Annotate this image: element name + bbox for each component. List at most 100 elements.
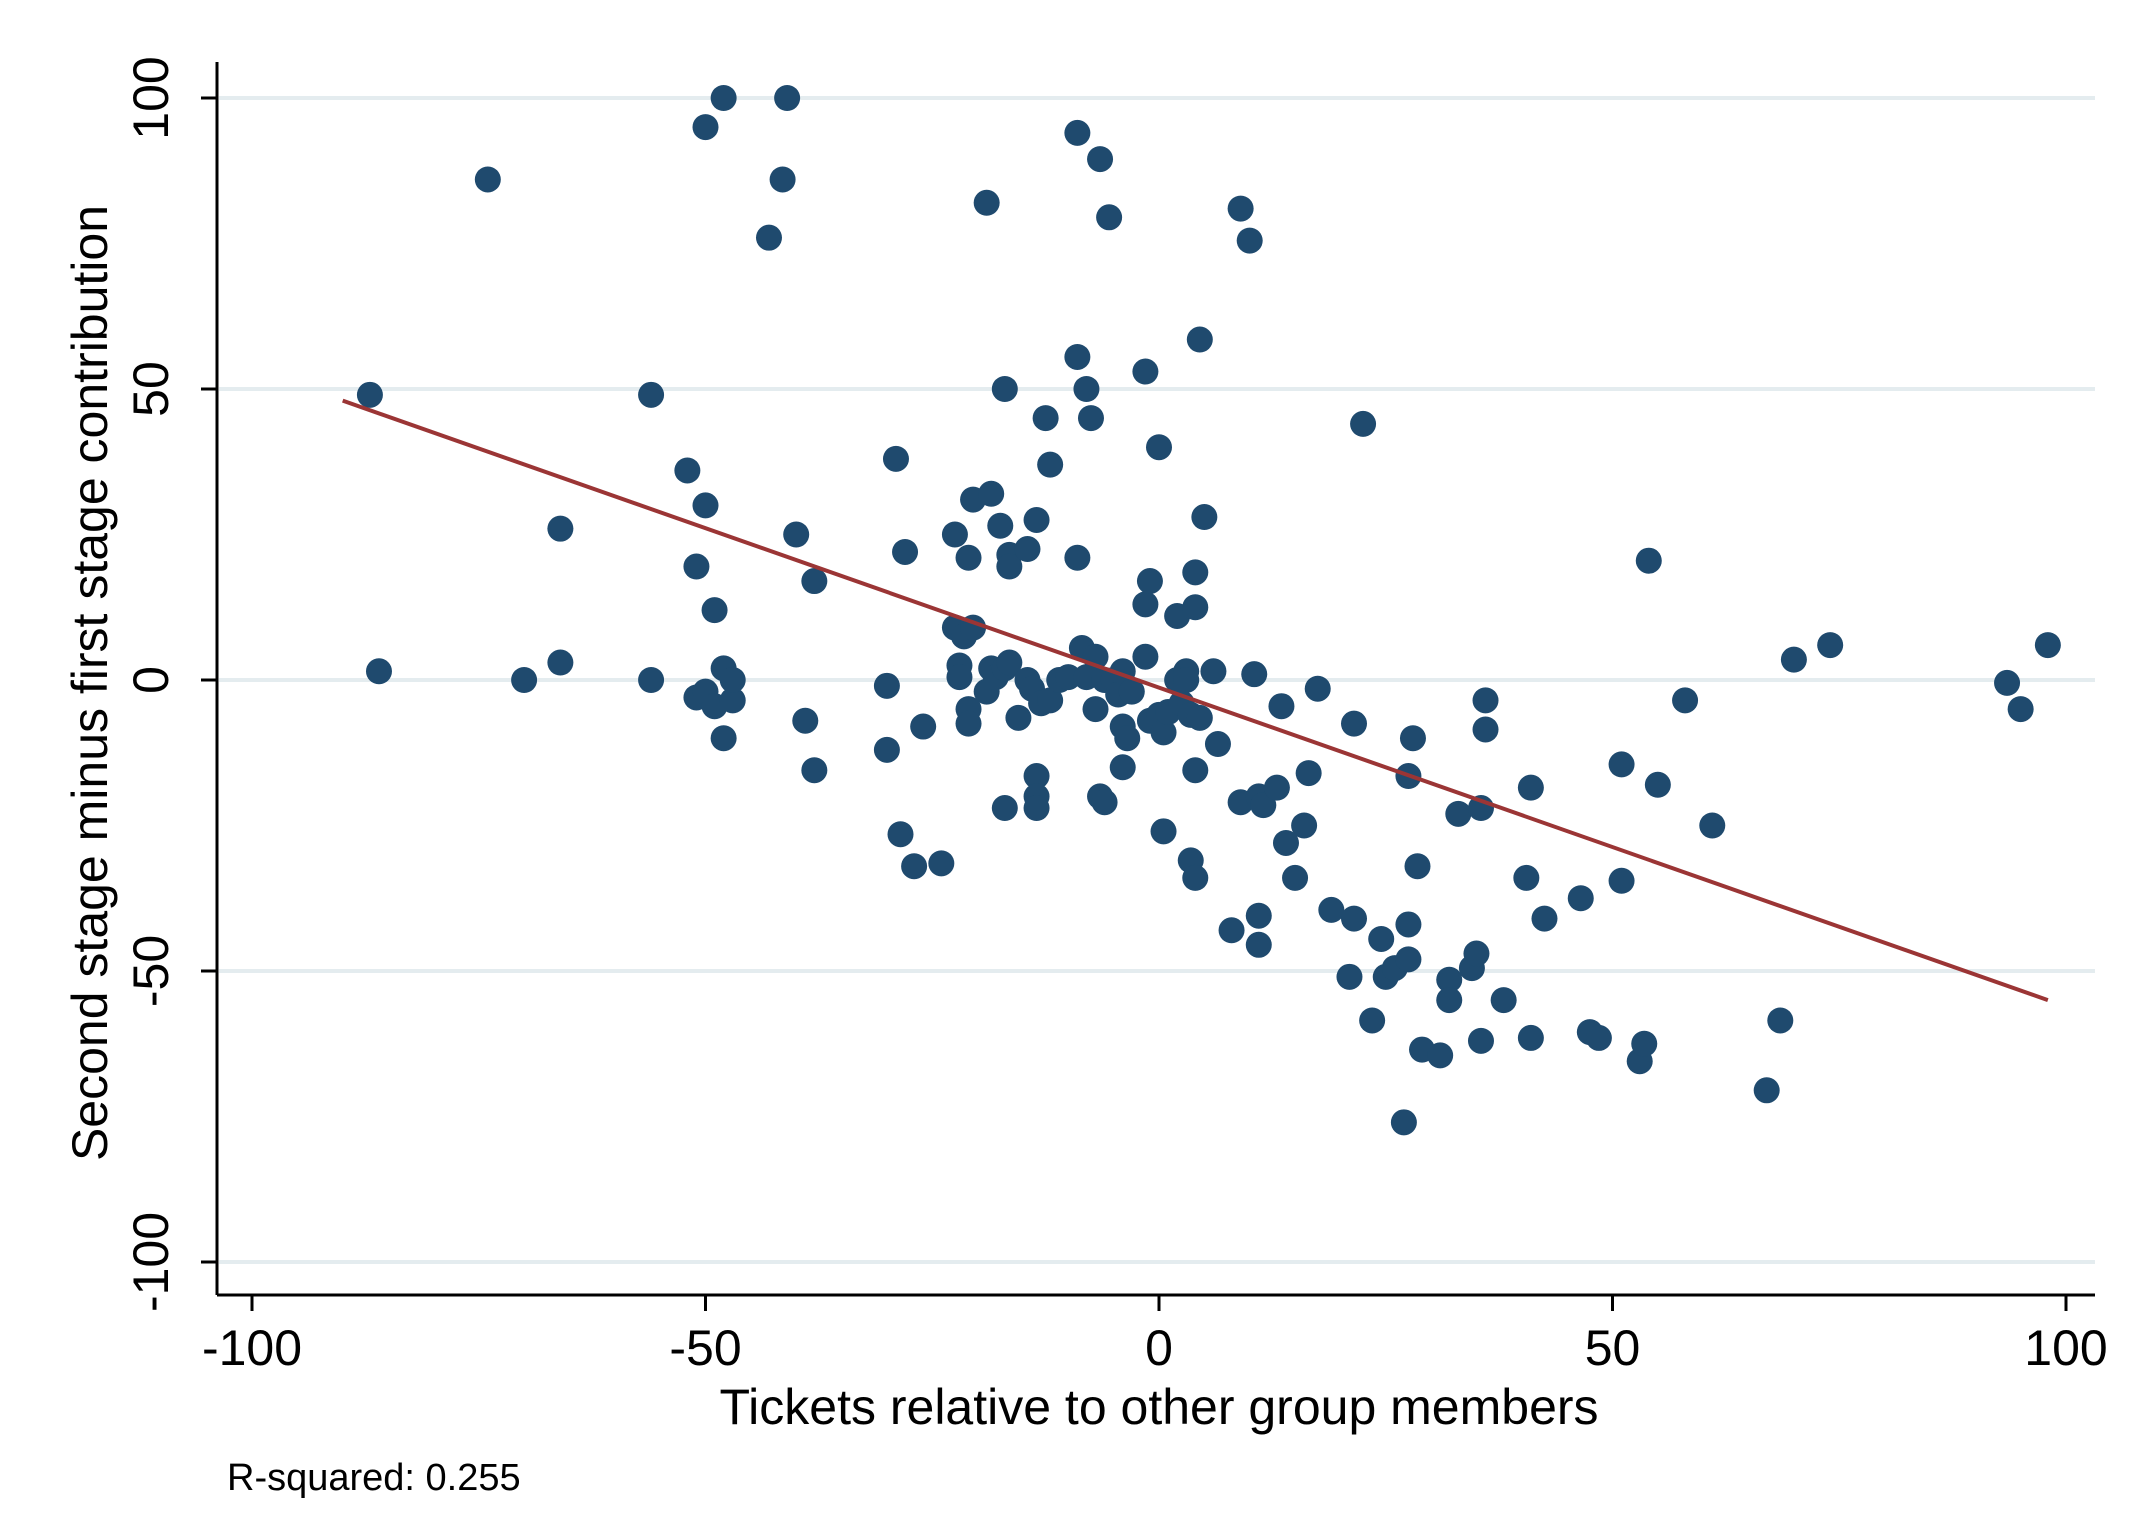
data-point: [955, 710, 982, 737]
data-point: [1218, 917, 1245, 944]
data-point: [1055, 664, 1082, 691]
data-point: [638, 667, 665, 693]
data-point: [1087, 146, 1114, 173]
data-point: [710, 725, 737, 752]
y-tick-label: 0: [123, 666, 179, 694]
data-point: [1341, 710, 1368, 737]
data-point: [1567, 885, 1594, 912]
data-point: [1173, 667, 1200, 693]
data-point: [1263, 774, 1290, 801]
data-point: [1064, 343, 1091, 370]
data-point: [892, 538, 919, 565]
fit-line: [342, 398, 2049, 1002]
data-point: [1304, 675, 1331, 702]
data-point: [996, 649, 1023, 676]
data-point: [1753, 1077, 1780, 1104]
data-point: [1146, 434, 1172, 461]
data-point: [1136, 568, 1163, 595]
data-point: [1014, 536, 1041, 563]
data-point: [1272, 829, 1299, 856]
data-point: [1672, 687, 1699, 714]
data-point: [1037, 451, 1064, 478]
data-point: [1245, 931, 1272, 958]
data-point: [1091, 789, 1118, 816]
data-point: [987, 512, 1014, 539]
data-point: [1005, 704, 1032, 731]
data-point: [928, 850, 955, 877]
data-point: [1368, 925, 1395, 952]
data-point: [1635, 547, 1662, 574]
data-point: [1359, 1007, 1386, 1034]
data-point: [792, 707, 819, 734]
data-point: [1082, 696, 1109, 723]
data-point: [783, 521, 810, 548]
fit-line-layer: [342, 398, 2049, 1002]
data-point: [1631, 1030, 1658, 1057]
x-tick-label: 100: [2024, 1320, 2107, 1376]
data-point: [1472, 687, 1499, 714]
data-point: [1644, 771, 1671, 798]
tick-labels: -100 -50 0 50 100 -100 -50 0 50 100: [123, 56, 2108, 1376]
data-point: [1780, 646, 1807, 673]
data-point: [1490, 987, 1517, 1014]
data-point: [1077, 405, 1104, 432]
data-point: [1023, 506, 1050, 533]
data-point: [1132, 591, 1159, 618]
data-point: [973, 189, 1000, 216]
x-axis-title: Tickets relative to other group members: [719, 1379, 1598, 1435]
data-point: [873, 672, 900, 699]
y-axis-title: Second stage minus first stage contribut…: [62, 205, 118, 1161]
x-tick-label: -50: [669, 1320, 741, 1376]
data-point: [719, 687, 746, 714]
data-point: [1186, 704, 1213, 731]
data-point: [365, 658, 392, 685]
data-point: [1395, 946, 1422, 973]
data-point: [1817, 632, 1844, 659]
data-point: [1404, 853, 1431, 880]
data-point: [1114, 725, 1141, 752]
data-point: [683, 553, 710, 580]
data-point: [710, 85, 737, 111]
data-point: [1282, 864, 1309, 891]
data-point: [1436, 987, 1463, 1014]
data-point: [1399, 725, 1426, 752]
data-point: [1132, 643, 1159, 670]
data-point: [1608, 867, 1635, 894]
data-point: [769, 166, 796, 193]
data-point: [801, 757, 828, 784]
data-point: [1513, 864, 1540, 891]
data-point: [1608, 751, 1635, 778]
data-point: [2007, 696, 2034, 723]
data-point: [996, 553, 1023, 580]
data-point: [1427, 1042, 1454, 1069]
data-point: [991, 795, 1018, 822]
data-point: [1032, 405, 1059, 432]
data-point: [701, 597, 728, 624]
data-point: [941, 521, 968, 548]
data-point: [2034, 632, 2061, 659]
data-point: [1395, 911, 1422, 938]
data-point: [356, 381, 383, 408]
data-point: [1467, 1027, 1494, 1054]
data-point: [955, 544, 982, 571]
data-point: [719, 667, 746, 693]
data-point: [1150, 818, 1177, 845]
data-point: [1517, 1024, 1544, 1051]
data-point: [1250, 792, 1277, 819]
data-point: [1341, 905, 1368, 932]
data-point: [991, 376, 1018, 402]
data-point: [946, 664, 973, 691]
data-point: [547, 649, 574, 676]
data-point: [1318, 896, 1345, 923]
data-point: [1064, 119, 1091, 146]
data-point: [1118, 678, 1145, 705]
y-tick-label: 50: [123, 361, 179, 417]
y-tick-label: 100: [123, 56, 179, 139]
data-point: [1204, 731, 1231, 758]
data-point: [873, 736, 900, 763]
data-point: [1390, 1109, 1417, 1136]
y-tick-label: -100: [123, 1212, 179, 1312]
data-point: [774, 85, 801, 111]
data-point: [1445, 800, 1472, 827]
data-point: [887, 821, 914, 848]
